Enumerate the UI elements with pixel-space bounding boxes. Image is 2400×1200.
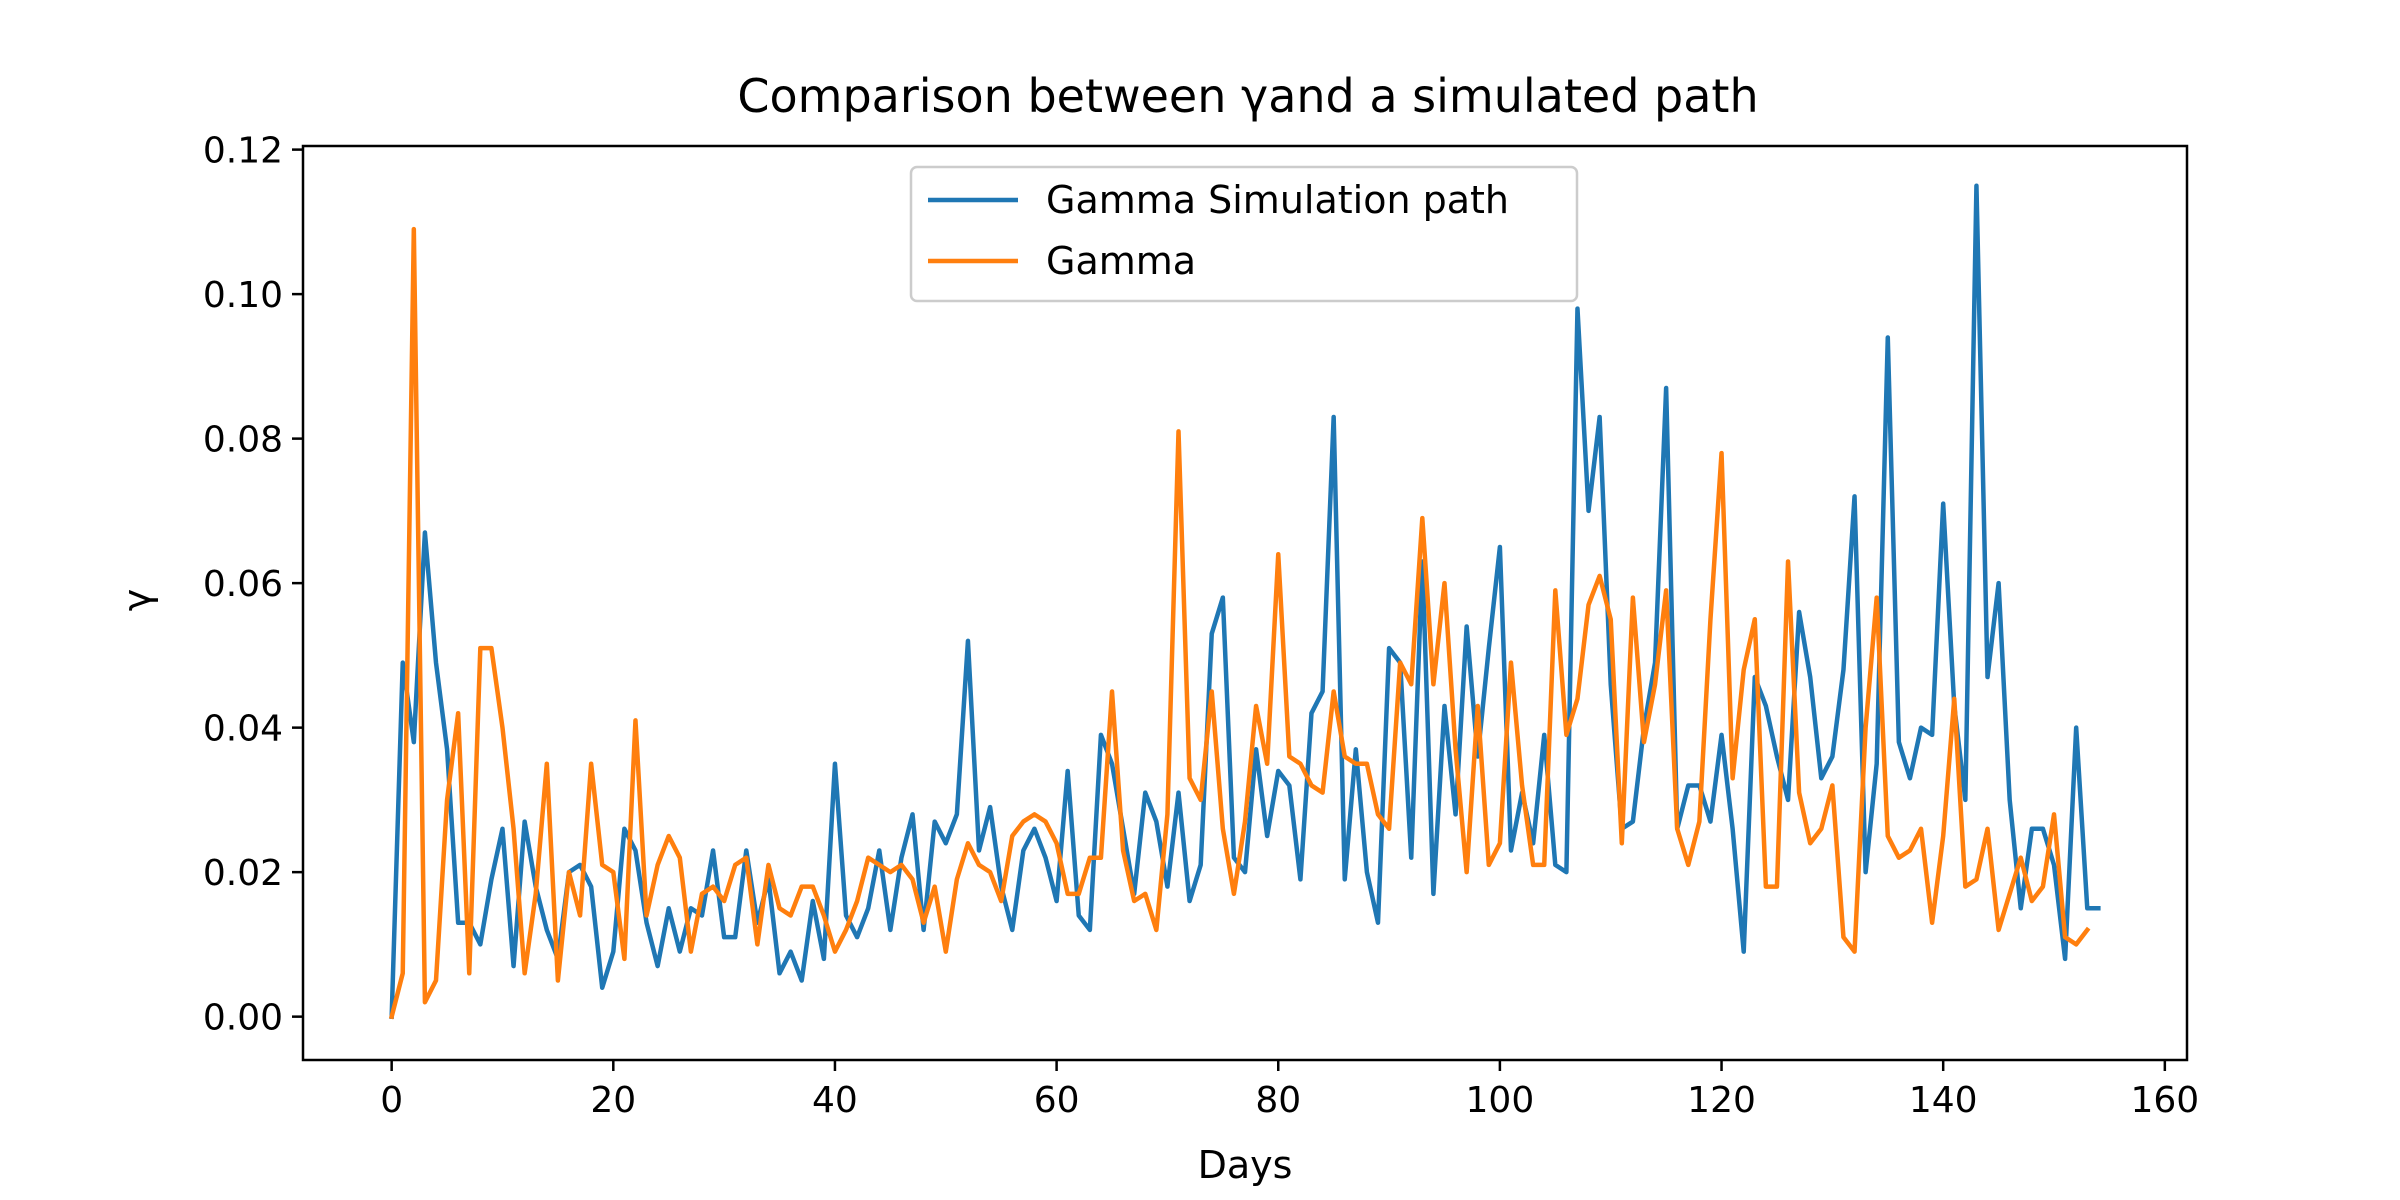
x-tick-label: 160	[2130, 1080, 2199, 1121]
x-axis-ticks: 0 20 40 60 80 100 120 140 160	[380, 1060, 2199, 1121]
series-line-gamma-simulation-path	[389, 183, 2101, 1019]
y-tick-label: 0.06	[203, 564, 283, 605]
chart-title: Comparison between γand a simulated path	[737, 69, 1758, 123]
y-tick-label: 0.04	[203, 709, 283, 750]
y-tick-label: 0.08	[203, 420, 283, 461]
legend-label-simulation: Gamma Simulation path	[1046, 178, 1509, 222]
x-tick-label: 60	[1034, 1080, 1080, 1121]
x-tick-label: 140	[1909, 1080, 1978, 1121]
legend: Gamma Simulation path Gamma	[909, 165, 1579, 303]
y-tick-label: 0.00	[203, 998, 283, 1039]
x-axis-label: Days	[1198, 1143, 1293, 1187]
legend-box	[909, 165, 1579, 303]
series-line-gamma	[388, 226, 2091, 1020]
y-axis-ticks: 0.00 0.02 0.04 0.06 0.08 0.10 0.12	[203, 131, 303, 1039]
x-tick-label: 0	[380, 1080, 403, 1121]
x-tick-label: 120	[1687, 1080, 1756, 1121]
y-axis-label: γ	[115, 589, 159, 612]
legend-label-gamma: Gamma	[1046, 239, 1196, 283]
y-tick-label: 0.02	[203, 853, 283, 894]
x-tick-label: 40	[812, 1080, 858, 1121]
y-tick-label: 0.10	[203, 275, 283, 316]
y-tick-label: 0.12	[203, 131, 283, 172]
series-layer	[388, 183, 2101, 1020]
plot-frame	[301, 144, 2189, 1062]
x-tick-label: 100	[1466, 1080, 1535, 1121]
x-tick-label: 80	[1255, 1080, 1301, 1121]
x-tick-label: 20	[590, 1080, 636, 1121]
